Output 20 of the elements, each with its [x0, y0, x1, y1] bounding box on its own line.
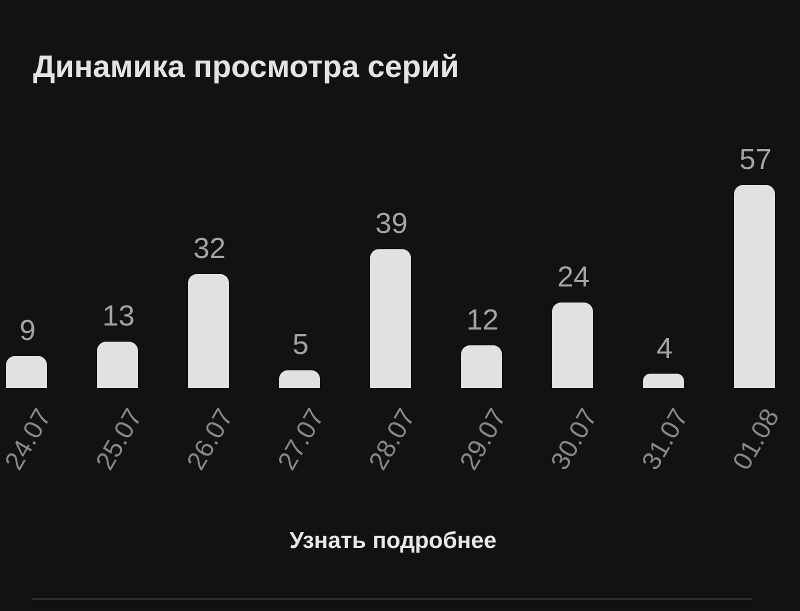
- chart-title: Динамика просмотра серий: [33, 48, 460, 86]
- data-label: 12: [466, 304, 499, 336]
- text: Узнать подробнее: [289, 526, 497, 555]
- bar: [6, 356, 47, 388]
- bar: [188, 274, 229, 388]
- bar: [552, 302, 593, 388]
- bar: [734, 185, 775, 388]
- data-label: 4: [656, 332, 673, 365]
- data-label: 9: [19, 314, 36, 347]
- data-label: 24: [557, 262, 590, 294]
- data-label: 57: [739, 144, 772, 176]
- bar: [370, 249, 411, 388]
- data-label: 39: [375, 208, 408, 240]
- bar: [461, 345, 502, 388]
- data-label: 13: [102, 300, 135, 333]
- data-label: 32: [193, 233, 226, 266]
- bar: [643, 374, 684, 388]
- bar: [279, 370, 320, 388]
- bar: [97, 342, 138, 388]
- data-label: 5: [292, 329, 309, 362]
